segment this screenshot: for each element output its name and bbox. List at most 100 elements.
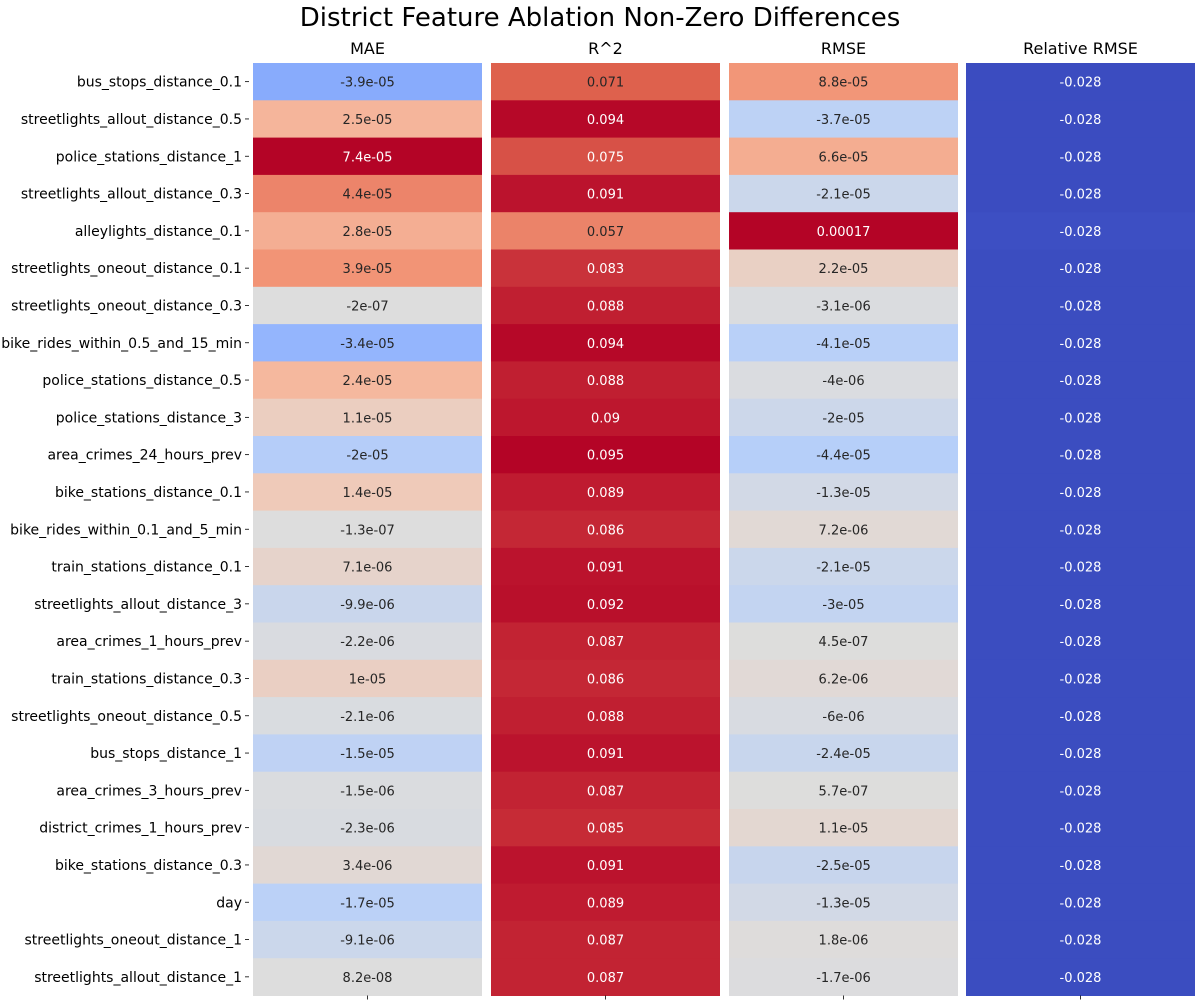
cell-value-label: -0.028: [1060, 337, 1102, 352]
cell-value-label: 7.4e-05: [343, 150, 393, 165]
cell-value-label: 4.4e-05: [343, 188, 393, 203]
heatmap-cell: [729, 920, 958, 959]
heatmap-cell: [729, 100, 958, 139]
cell-value-label: 0.09: [591, 411, 620, 426]
heatmap-cell: [253, 361, 482, 400]
cell-value-label: -1.7e-05: [340, 896, 395, 911]
cell-value-label: -0.028: [1060, 225, 1102, 240]
cell-value-label: -0.028: [1060, 76, 1102, 91]
heatmap-cell: [253, 174, 482, 213]
cell-value-label: -0.028: [1060, 934, 1102, 949]
row-label: streetlights_oneout_distance_0.5: [11, 709, 242, 725]
heatmap-cell: [966, 510, 1195, 549]
heatmap-cell: [966, 436, 1195, 474]
cell-value-label: -0.028: [1060, 635, 1102, 650]
heatmap-cell: [966, 398, 1195, 437]
heatmap-cell: [729, 473, 958, 512]
heatmap-cell: [253, 547, 482, 586]
row-label: bus_stops_distance_1: [90, 746, 242, 762]
cell-value-label: 6.2e-06: [819, 672, 869, 687]
cell-value-label: -0.028: [1060, 486, 1102, 501]
heatmap-cell: [966, 249, 1195, 288]
cell-value-label: 3.9e-05: [343, 262, 393, 277]
cell-value-label: -0.028: [1060, 598, 1102, 613]
panel-mae: MAE -3.9e-05 2.5e-05 7.4e-05 4.4e-05 2.8e-05 3…: [253, 39, 482, 1000]
cell-value-label: 0.091: [587, 747, 624, 762]
heatmap-cell: [966, 958, 1195, 996]
cell-value-label: -1.5e-06: [340, 784, 395, 799]
cell-value-label: -4.4e-05: [816, 449, 871, 464]
cell-value-label: -0.028: [1060, 859, 1102, 874]
panel-r-2: R^2 0.071 0.094 0.075 0.091 0.057 0.083 0.088 0.…: [491, 39, 720, 1000]
cell-value-label: 0.00017: [817, 225, 871, 240]
cell-value-label: 0.086: [587, 523, 624, 538]
heatmap-cell: [253, 473, 482, 512]
heatmap-cell: [253, 883, 482, 922]
chart-title: District Feature Ablation Non-Zero Diffe…: [300, 3, 901, 33]
heatmap-cell: [966, 473, 1195, 512]
heatmap-cell: [491, 510, 720, 549]
heatmap-cell: [253, 137, 482, 176]
heatmap-cell: [729, 174, 958, 213]
heatmap-cell: [729, 398, 958, 437]
cell-value-label: -0.028: [1060, 822, 1102, 837]
heatmap-cell: [966, 920, 1195, 959]
heatmap-cell: [729, 622, 958, 661]
heatmap-cell: [966, 286, 1195, 325]
cell-value-label: -3.1e-06: [816, 299, 871, 314]
heatmap-cell: [491, 324, 720, 362]
cell-value-label: -4.1e-05: [816, 337, 871, 352]
heatmap-cell: [253, 659, 482, 698]
cell-value-label: 0.085: [587, 822, 624, 837]
heatmap-cell: [729, 846, 958, 885]
cell-value-label: 2.5e-05: [343, 113, 393, 128]
heatmap-cell: [729, 958, 958, 996]
heatmap-cell: [729, 361, 958, 400]
cell-value-label: -2.4e-05: [816, 747, 871, 762]
cell-value-label: -0.028: [1060, 150, 1102, 165]
row-label: police_stations_distance_0.5: [42, 373, 242, 389]
cell-value-label: -3.7e-05: [816, 113, 871, 128]
cell-value-label: 0.088: [587, 299, 624, 314]
heatmap-cell: [491, 473, 720, 512]
cell-value-label: -6e-06: [822, 710, 864, 725]
heatmap-cell: [966, 174, 1195, 213]
cell-value-label: -3e-05: [822, 598, 864, 613]
heatmap-cell: [253, 398, 482, 437]
cell-value-label: -0.028: [1060, 411, 1102, 426]
heatmap-cell: [253, 286, 482, 325]
cell-value-label: 0.075: [587, 150, 624, 165]
heatmap-cell: [729, 585, 958, 623]
cell-value-label: -0.028: [1060, 896, 1102, 911]
cell-value-label: 1.8e-06: [819, 934, 869, 949]
cell-value-label: 7.1e-06: [343, 561, 393, 576]
cell-value-label: -0.028: [1060, 672, 1102, 687]
cell-value-label: 0.091: [587, 561, 624, 576]
row-label: streetlights_oneout_distance_1: [25, 933, 242, 949]
cell-value-label: -2e-05: [822, 411, 864, 426]
cell-value-label: -1.3e-05: [816, 896, 871, 911]
heatmap-cell: [491, 137, 720, 176]
cell-value-label: 0.088: [587, 374, 624, 389]
heatmap-cell: [491, 286, 720, 325]
cell-value-label: -2.2e-06: [340, 635, 395, 650]
cell-value-label: 0.095: [587, 449, 624, 464]
heatmap-cell: [253, 920, 482, 959]
cell-value-label: 0.094: [587, 337, 624, 352]
heatmap-cell: [966, 771, 1195, 810]
row-label: streetlights_allout_distance_0.5: [21, 112, 242, 128]
heatmap-cell: [491, 734, 720, 773]
cell-value-label: 0.083: [587, 262, 624, 277]
cell-value-label: 2.2e-05: [819, 262, 869, 277]
heatmap-cell: [491, 100, 720, 139]
heatmap-cell: [253, 100, 482, 139]
cell-value-label: -2.1e-05: [816, 188, 871, 203]
panel-title: MAE: [350, 39, 385, 58]
heatmap-cell: [253, 212, 482, 250]
cell-value-label: 0.087: [587, 934, 624, 949]
cell-value-label: 0.089: [587, 486, 624, 501]
heatmap-cell: [966, 697, 1195, 735]
heatmap-cell: [253, 958, 482, 996]
cell-value-label: 0.089: [587, 896, 624, 911]
cell-value-label: -0.028: [1060, 971, 1102, 986]
